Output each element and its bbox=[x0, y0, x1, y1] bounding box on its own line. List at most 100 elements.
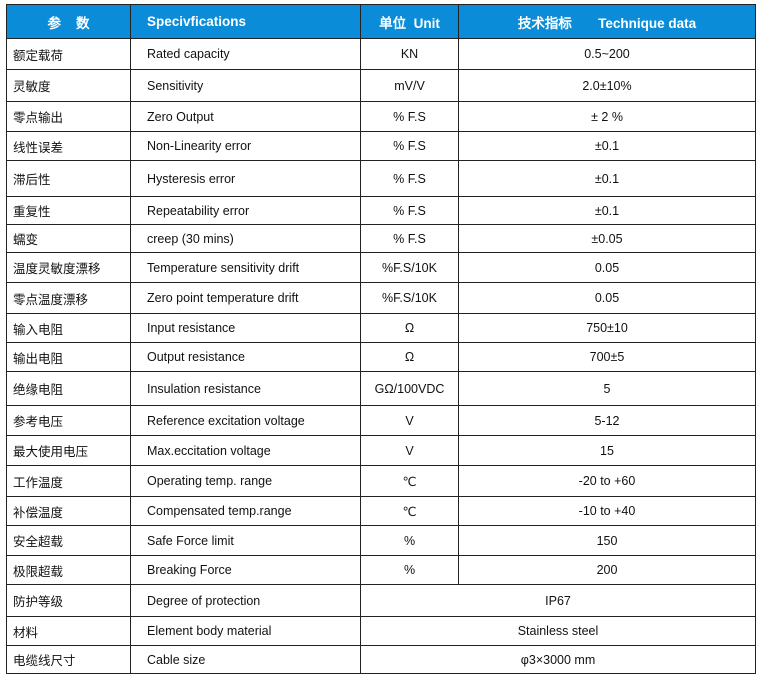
cell: 最大使用电压 bbox=[6, 435, 131, 466]
cell: ±0.1 bbox=[458, 160, 756, 197]
spec-row: 参考电压 Reference excitation voltage V 5-12 bbox=[6, 405, 756, 436]
spec-table-wrap: 参 数 Specivfications 单位 Unit 技术指标 Technique … bbox=[6, 4, 756, 674]
cell: %F.S/10K bbox=[360, 282, 459, 314]
spec-row: 灵敏度 Sensitivity mV/V 2.0±10% bbox=[6, 69, 756, 102]
cell: Breaking Force bbox=[130, 555, 361, 585]
cell: % F.S bbox=[360, 131, 459, 161]
spec-row: 输入电阻 Input resistance Ω 750±10 bbox=[6, 313, 756, 343]
cell: 零点温度漂移 bbox=[6, 282, 131, 314]
cell: 重复性 bbox=[6, 196, 131, 225]
cell: Ω bbox=[360, 342, 459, 372]
cell: 电缆线尺寸 bbox=[6, 645, 131, 674]
spec-row: 防护等级 Degree of protection IP67 bbox=[6, 584, 756, 617]
cell: Cable size bbox=[130, 645, 361, 674]
header-cell: 单位 Unit bbox=[360, 4, 459, 39]
cell: ±0.1 bbox=[458, 196, 756, 225]
spec-row: 输出电阻 Output resistance Ω 700±5 bbox=[6, 342, 756, 372]
cell: Degree of protection bbox=[130, 584, 361, 617]
spec-row: 额定载荷 Rated capacity KN 0.5~200 bbox=[6, 38, 756, 70]
cell: 防护等级 bbox=[6, 584, 131, 617]
cell: Element body material bbox=[130, 616, 361, 646]
cell: Ω bbox=[360, 313, 459, 343]
cell: Non-Linearity error bbox=[130, 131, 361, 161]
cell: % bbox=[360, 555, 459, 585]
cell: mV/V bbox=[360, 69, 459, 102]
spec-row: 极限超载 Breaking Force% 200 bbox=[6, 555, 756, 585]
spec-row: 电缆线尺寸 Cable size φ3×3000 mm bbox=[6, 645, 756, 674]
header-cell: 参 数 bbox=[6, 4, 131, 39]
cell: 补偿温度 bbox=[6, 496, 131, 526]
cell: Operating temp. range bbox=[130, 465, 361, 497]
cell: KN bbox=[360, 38, 459, 70]
cell: 安全超载 bbox=[6, 525, 131, 556]
cell: 灵敏度 bbox=[6, 69, 131, 102]
cell: Reference excitation voltage bbox=[130, 405, 361, 436]
spec-row: 材料 Element body material Stainless steel bbox=[6, 616, 756, 646]
cell: 700±5 bbox=[458, 342, 756, 372]
cell: Insulation resistance bbox=[130, 371, 361, 406]
cell: Zero point temperature drift bbox=[130, 282, 361, 314]
cell: Compensated temp.range bbox=[130, 496, 361, 526]
cell: V bbox=[360, 435, 459, 466]
spec-row: 重复性 Repeatability error% F.S ±0.1 bbox=[6, 196, 756, 225]
cell: ±0.05 bbox=[458, 224, 756, 253]
cell: 零点输出 bbox=[6, 101, 131, 132]
cell: 蠕变 bbox=[6, 224, 131, 253]
spec-row: 线性误差 Non-Linearity error% F.S ±0.1 bbox=[6, 131, 756, 161]
spec-row: 蠕变 creep (30 mins)% F.S ±0.05 bbox=[6, 224, 756, 253]
cell: % F.S bbox=[360, 101, 459, 132]
cell: φ3×3000 mm bbox=[360, 645, 756, 674]
cell: V bbox=[360, 405, 459, 436]
cell: 参考电压 bbox=[6, 405, 131, 436]
cell: Repeatability error bbox=[130, 196, 361, 225]
cell: -10 to +40 bbox=[458, 496, 756, 526]
cell: ℃ bbox=[360, 496, 459, 526]
cell: 150 bbox=[458, 525, 756, 556]
cell: Sensitivity bbox=[130, 69, 361, 102]
cell: Temperature sensitivity drift bbox=[130, 252, 361, 283]
cell: 额定载荷 bbox=[6, 38, 131, 70]
cell: Hysteresis error bbox=[130, 160, 361, 197]
cell: 输出电阻 bbox=[6, 342, 131, 372]
cell: Safe Force limit bbox=[130, 525, 361, 556]
cell: 0.05 bbox=[458, 282, 756, 314]
cell: Stainless steel bbox=[360, 616, 756, 646]
cell: 滞后性 bbox=[6, 160, 131, 197]
cell: 200 bbox=[458, 555, 756, 585]
cell: creep (30 mins) bbox=[130, 224, 361, 253]
cell: ±0.1 bbox=[458, 131, 756, 161]
cell: 线性误差 bbox=[6, 131, 131, 161]
cell: % F.S bbox=[360, 196, 459, 225]
spec-row: 绝缘电阻 Insulation resistance GΩ/100VDC 5 bbox=[6, 371, 756, 406]
cell: IP67 bbox=[360, 584, 756, 617]
cell: 工作温度 bbox=[6, 465, 131, 497]
cell: % F.S bbox=[360, 224, 459, 253]
cell: % bbox=[360, 525, 459, 556]
header-row: 参 数 Specivfications 单位 Unit 技术指标 Technique … bbox=[6, 4, 756, 39]
spec-row: 滞后性 Hysteresis error% F.S ±0.1 bbox=[6, 160, 756, 197]
cell: 5 bbox=[458, 371, 756, 406]
cell: -20 to +60 bbox=[458, 465, 756, 497]
cell: 温度灵敏度漂移 bbox=[6, 252, 131, 283]
spec-row: 零点温度漂移 Zero point temperature drift %F.S/1… bbox=[6, 282, 756, 314]
cell: 2.0±10% bbox=[458, 69, 756, 102]
cell: Rated capacity bbox=[130, 38, 361, 70]
spec-row: 最大使用电压 Max.eccitation voltage V 15 bbox=[6, 435, 756, 466]
spec-row: 补偿温度 Compensated temp.range ℃ -10 to +40 bbox=[6, 496, 756, 526]
cell: Max.eccitation voltage bbox=[130, 435, 361, 466]
cell: ℃ bbox=[360, 465, 459, 497]
cell: 15 bbox=[458, 435, 756, 466]
cell: 绝缘电阻 bbox=[6, 371, 131, 406]
cell: Zero Output bbox=[130, 101, 361, 132]
cell: Output resistance bbox=[130, 342, 361, 372]
spec-table: 参 数 Specivfications 单位 Unit 技术指标 Technique … bbox=[6, 4, 756, 674]
spec-row: 温度灵敏度漂移 Temperature sensitivity drift %F.S… bbox=[6, 252, 756, 283]
cell: Input resistance bbox=[130, 313, 361, 343]
spec-row: 安全超载 Safe Force limit% 150 bbox=[6, 525, 756, 556]
spec-row: 零点输出 Zero Output% F.S ± 2 % bbox=[6, 101, 756, 132]
cell: GΩ/100VDC bbox=[360, 371, 459, 406]
header-cell: 技术指标 Technique data bbox=[458, 4, 756, 39]
cell: 输入电阻 bbox=[6, 313, 131, 343]
cell: 0.05 bbox=[458, 252, 756, 283]
